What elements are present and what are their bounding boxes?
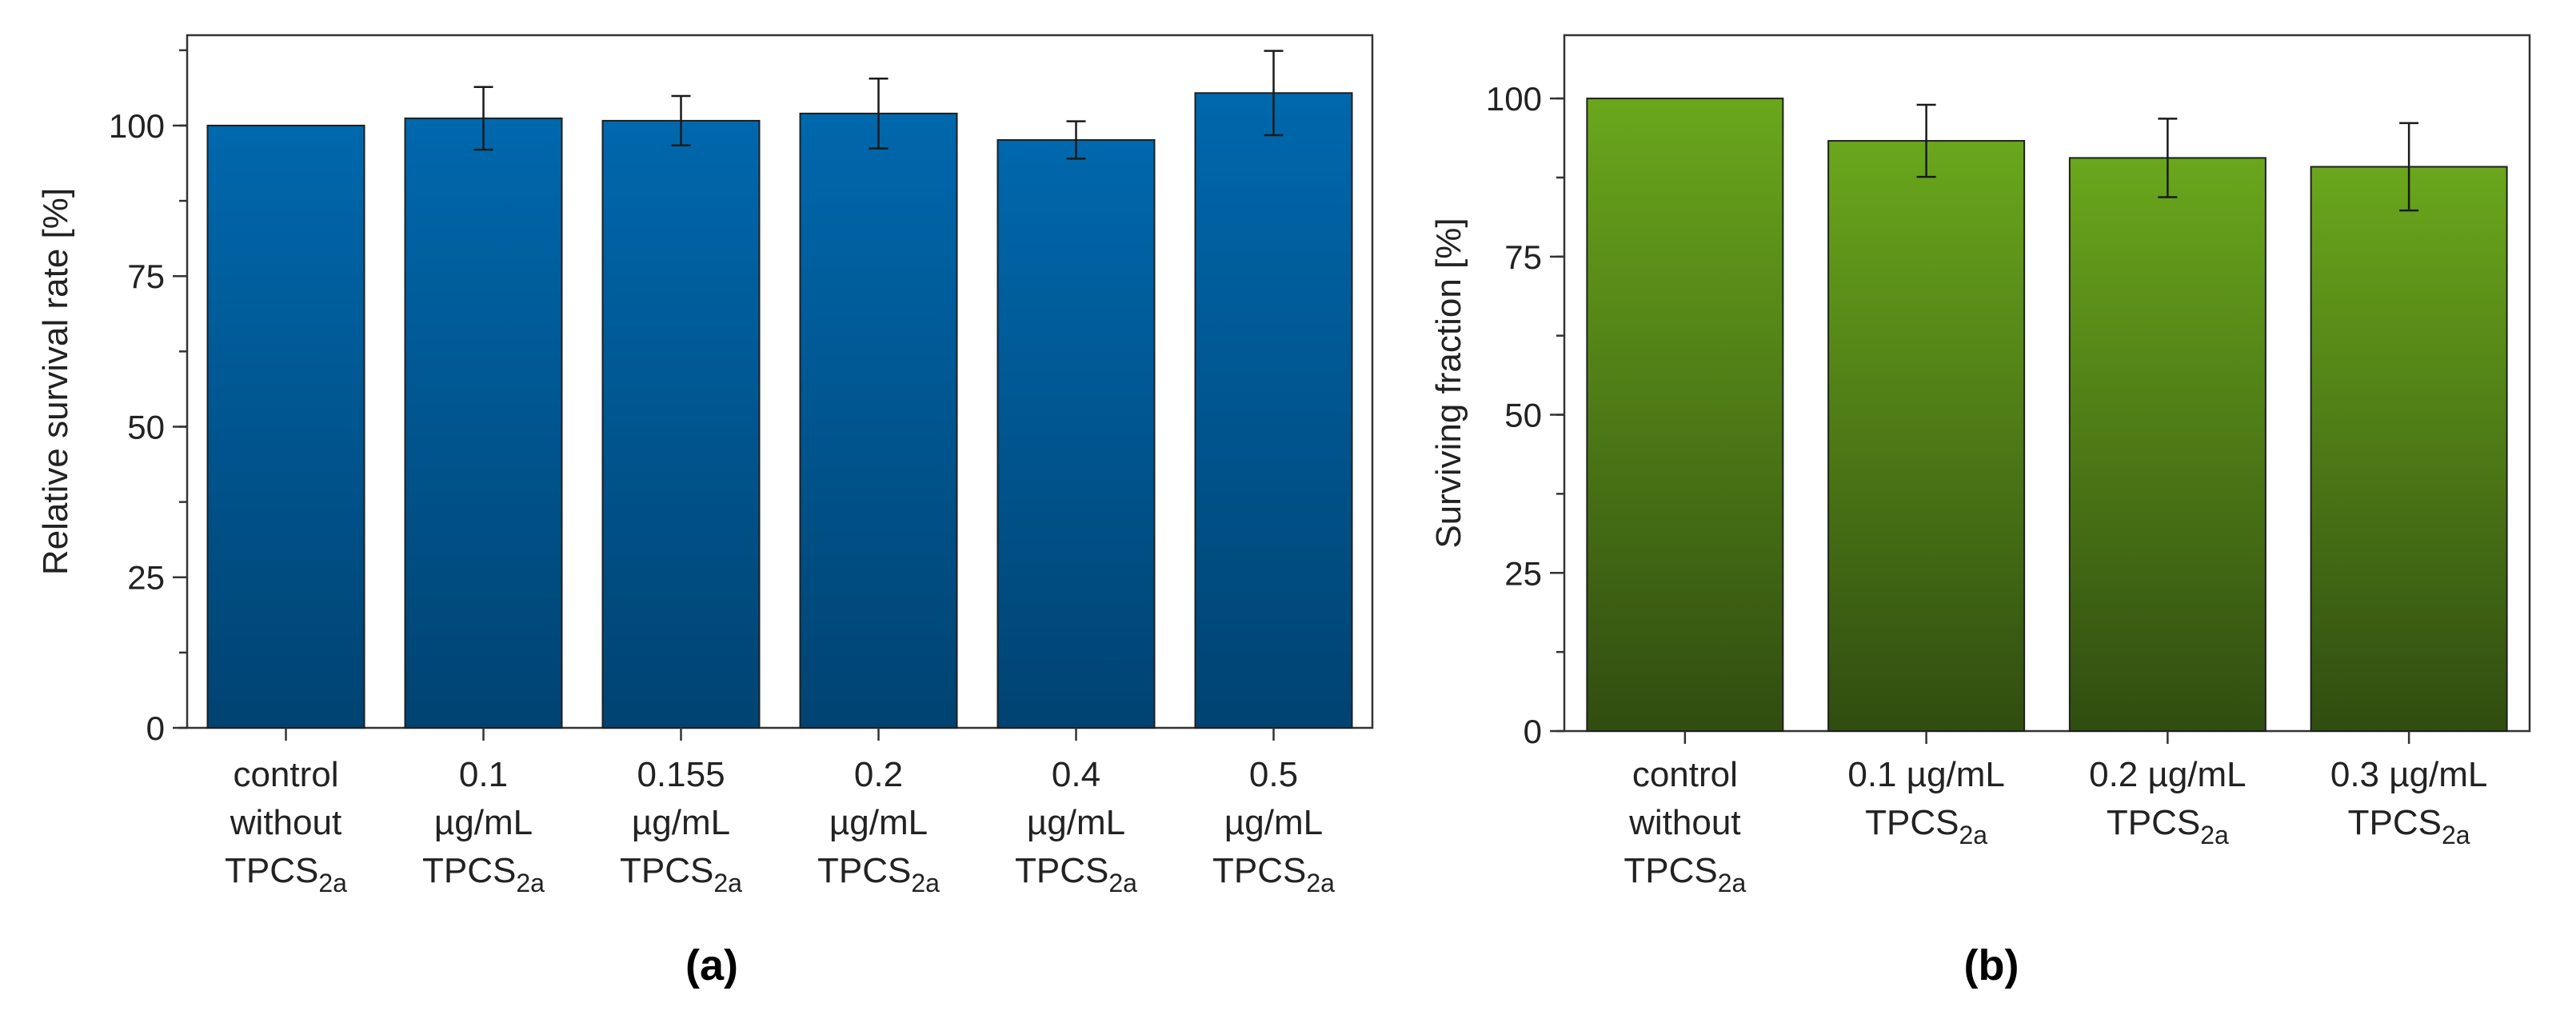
y-tick-label: 25 xyxy=(1504,554,1542,592)
bar xyxy=(996,139,1156,729)
x-category-label: 0.2 xyxy=(854,755,903,794)
bar xyxy=(1586,98,1784,733)
x-category-label: without xyxy=(1628,803,1740,842)
x-category-label: 0.1 xyxy=(459,755,508,794)
x-category-label: TPCS2a xyxy=(2107,803,2229,849)
x-category-label: µg/mL xyxy=(434,803,533,842)
x-category-label: TPCS2a xyxy=(817,851,940,897)
x-category-label: control xyxy=(233,755,338,794)
x-category-label: 0.3 µg/mL xyxy=(2330,755,2488,794)
x-category-label: 0.5 xyxy=(1249,755,1298,794)
bar xyxy=(601,119,761,729)
x-category-label: without xyxy=(230,803,341,842)
plot-frame xyxy=(1563,34,2531,733)
chart-b-surviving-fraction: 0 25 50 75 100 Surviving fraction [%] control w… xyxy=(1429,34,2531,989)
y-tick-label: 100 xyxy=(1486,80,1542,118)
bar xyxy=(2068,157,2266,733)
bar xyxy=(2310,166,2508,732)
y-tick-label: 0 xyxy=(1524,713,1542,750)
x-category-label: 0.4 xyxy=(1052,755,1100,794)
x-category-label: TPCS2a xyxy=(225,851,347,897)
x-category-label: TPCS2a xyxy=(1623,851,1746,897)
x-category-label: TPCS2a xyxy=(1015,851,1137,897)
x-category-label: µg/mL xyxy=(1224,803,1323,842)
bar xyxy=(1827,140,2026,732)
x-category-label: TPCS2a xyxy=(1212,851,1335,897)
x-category-label: 0.155 xyxy=(637,755,725,794)
bar xyxy=(799,112,958,729)
panel-label: (b) xyxy=(1964,941,2019,989)
bar xyxy=(404,117,563,729)
chart-a-survival-rate: 0 25 50 75 100 Relative survival rate [%] cont… xyxy=(36,34,1374,989)
y-tick-label: 75 xyxy=(1504,238,1542,276)
y-tick-label: 0 xyxy=(146,709,165,747)
y-tick-label: 75 xyxy=(127,258,165,295)
y-tick-label: 50 xyxy=(1504,397,1542,434)
x-category-label: control xyxy=(1632,755,1738,794)
bar xyxy=(206,124,365,729)
x-category-label: 0.1 µg/mL xyxy=(1847,755,2005,794)
y-tick-label: 25 xyxy=(127,559,165,597)
panel-label: (a) xyxy=(685,941,738,989)
bar xyxy=(1194,92,1353,729)
x-category-label: TPCS2a xyxy=(1865,803,1987,849)
x-category-label: TPCS2a xyxy=(2348,803,2470,849)
x-category-label: 0.2 µg/mL xyxy=(2089,755,2247,794)
y-tick-label: 100 xyxy=(109,107,165,145)
plot-frame xyxy=(186,34,1374,729)
x-category-label: µg/mL xyxy=(829,803,928,842)
y-axis-label: Surviving fraction [%] xyxy=(1429,218,1468,548)
y-tick-label: 50 xyxy=(127,408,165,446)
x-category-label: TPCS2a xyxy=(422,851,545,897)
x-category-label: µg/mL xyxy=(1027,803,1125,842)
y-axis-label: Relative survival rate [%] xyxy=(36,188,75,575)
x-category-label: µg/mL xyxy=(632,803,730,842)
x-category-label: TPCS2a xyxy=(620,851,742,897)
